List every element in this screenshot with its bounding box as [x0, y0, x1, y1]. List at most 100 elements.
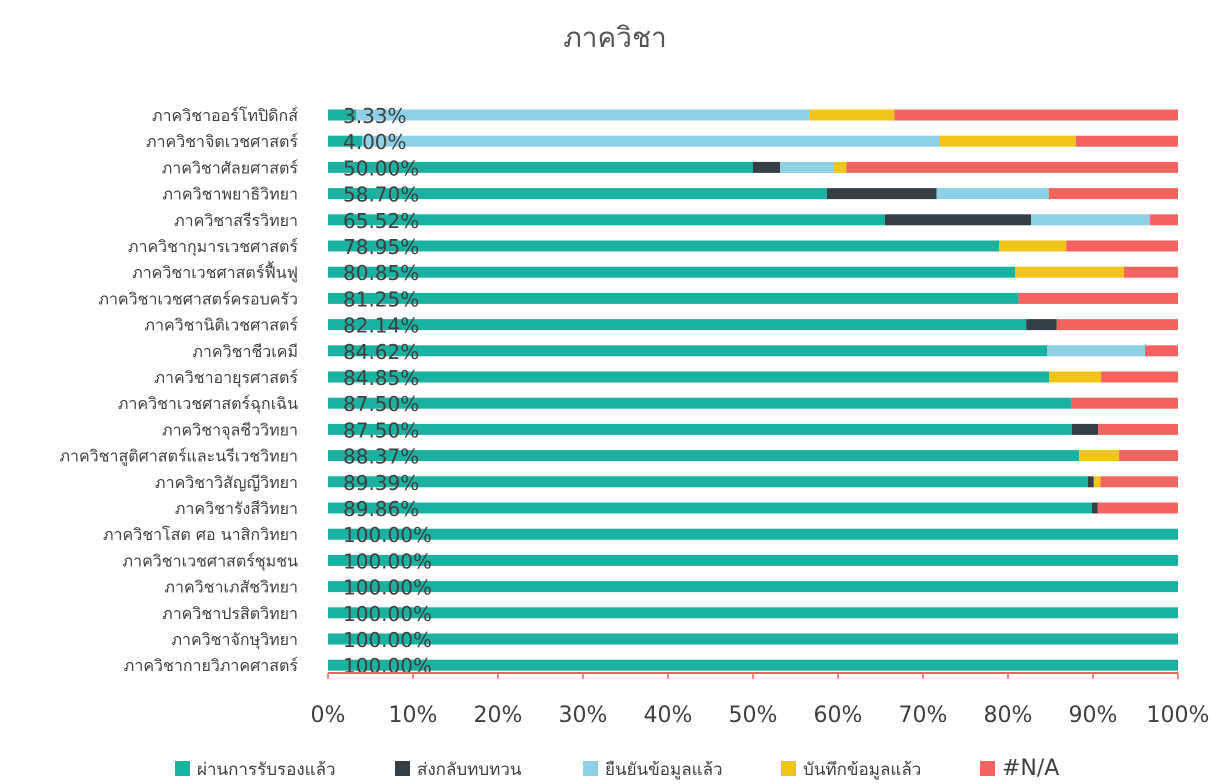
category-label: ภาควิชาวิสัญญีวิทยา: [155, 473, 298, 492]
bar-segment: [940, 135, 1076, 147]
bar-segment: [1101, 371, 1178, 383]
bar-segment: [328, 135, 362, 147]
bar-segment: [328, 214, 885, 226]
bar-segment: [362, 135, 940, 147]
bar-segment: [1071, 423, 1099, 435]
x-tick-label: 40%: [644, 703, 693, 728]
bar-segment: [328, 659, 1178, 671]
legend-swatch: [583, 761, 598, 776]
bar-segment: [328, 240, 1000, 252]
bar-segment: [328, 423, 1072, 435]
bar-segment: [999, 240, 1067, 252]
bar-segment: [1098, 423, 1178, 435]
bar-segment: [328, 397, 1072, 409]
category-label: ภาควิชาเภสัชวิทยา: [164, 578, 298, 597]
category-label: ภาควิชาโสต ศอ นาสิกวิทยา: [103, 525, 298, 544]
bar-segment: [328, 528, 1178, 540]
bar-segment: [1026, 319, 1057, 331]
legend-label: บันทึกข้อมูลแล้ว: [803, 760, 921, 780]
data-label: 100.00%: [343, 628, 432, 652]
data-label: 89.86%: [343, 497, 419, 521]
chart-title: ภาควิชา: [563, 21, 666, 54]
data-label: 100.00%: [343, 654, 432, 678]
bar-segment: [753, 161, 781, 173]
data-label: 4.00%: [343, 130, 407, 154]
bar-segment: [328, 266, 1016, 278]
bar-segment: [328, 502, 1092, 514]
category-label: ภาควิชาจิตเวชศาสตร์: [146, 132, 298, 151]
category-labels-group: ภาควิชาออร์โทปิดิกส์ภาควิชาจิตเวชศาสตร์ภ…: [59, 106, 298, 675]
category-label: ภาควิชาเวชศาสตร์ฟื้นฟู: [132, 261, 298, 283]
data-label: 100.00%: [343, 549, 432, 573]
bar-segment: [1076, 135, 1178, 147]
bar-segment: [328, 109, 357, 121]
bar-segment: [328, 292, 1019, 304]
bar-segment: [328, 345, 1048, 357]
data-label: 87.50%: [343, 392, 419, 416]
bar-segment: [328, 371, 1050, 383]
category-label: ภาควิชาปรสิตวิทยา: [162, 604, 298, 623]
bar-segment: [833, 161, 847, 173]
category-label: ภาควิชากุมารเวชศาสตร์: [128, 237, 298, 257]
category-label: ภาควิชาเวชศาสตร์ชุมชน: [123, 551, 299, 571]
category-label: ภาควิชาพยาธิวิทยา: [162, 185, 298, 204]
bar-segment: [1145, 345, 1178, 357]
category-label: ภาควิชาเวชศาสตร์ครอบครัว: [98, 289, 298, 308]
bar-segment: [328, 161, 753, 173]
x-tick-label: 0%: [311, 703, 346, 728]
bar-segment: [328, 450, 1080, 462]
bar-segment: [328, 554, 1178, 566]
bar-segment: [1031, 214, 1151, 226]
category-label: ภาควิชาศัลยศาสตร์: [162, 158, 299, 177]
bar-segment: [1047, 345, 1146, 357]
bar-segment: [846, 161, 1178, 173]
category-label: ภาควิชาออร์โทปิดิกส์: [152, 106, 298, 125]
bar-segment: [1124, 266, 1178, 278]
bar-segment: [936, 188, 1049, 200]
bar-segment: [1150, 214, 1178, 226]
data-label: 100.00%: [343, 523, 432, 547]
bar-segment: [328, 188, 827, 200]
x-tick-label: 80%: [984, 703, 1033, 728]
category-label: ภาควิชารังสีวิทยา: [175, 499, 298, 518]
data-label: 82.14%: [343, 314, 419, 338]
bar-segment: [328, 319, 1027, 331]
data-label: 84.85%: [343, 366, 419, 390]
data-label: 65.52%: [343, 209, 419, 233]
bar-segment: [1056, 319, 1178, 331]
category-label: ภาควิชาเวชศาสตร์ฉุกเฉิน: [118, 394, 298, 414]
data-labels-group: 3.33%4.00%50.00% 58.70%65.52%78.95%80.85%…: [343, 104, 432, 678]
legend-swatch: [980, 761, 995, 776]
legend-swatch: [175, 761, 190, 776]
bar-segment: [1048, 188, 1178, 200]
legend: ผ่านการรับรองแล้ว ส่งกลับทบทวน ยืนยันข้อมู…: [175, 756, 1059, 781]
x-tick-label: 30%: [559, 703, 608, 728]
bar-segment: [809, 109, 895, 121]
x-tick-label: 20%: [474, 703, 523, 728]
data-label: 88.37%: [343, 445, 419, 469]
data-label: 81.25%: [343, 287, 419, 311]
bar-segment: [1018, 292, 1178, 304]
bar-segment: [328, 633, 1178, 645]
data-label: 3.33%: [343, 104, 407, 128]
legend-label: ยืนยันข้อมูลแล้ว: [605, 760, 723, 780]
bar-segment: [1097, 502, 1178, 514]
data-label: 80.85%: [343, 261, 419, 285]
bar-segment: [1049, 371, 1102, 383]
legend-label: #N/A: [1002, 756, 1059, 781]
x-axis: 0% 10% 20% 30% 40% 50% 60% 70% 80% 90% 100%: [311, 672, 1209, 728]
x-tick-label: 60%: [814, 703, 863, 728]
bar-segment: [780, 161, 834, 173]
bars-group: [328, 109, 1178, 671]
bar-segment: [1015, 266, 1125, 278]
bar-segment: [1066, 240, 1178, 252]
legend-label: ส่งกลับทบทวน: [417, 760, 522, 780]
category-label: ภาควิชาจุลชีววิทยา: [162, 420, 298, 440]
category-label: ภาควิชาชีวเคมี: [192, 342, 298, 361]
bar-segment: [1119, 450, 1178, 462]
x-tick-label: 90%: [1069, 703, 1118, 728]
category-label: ภาควิชาสรีรวิทยา: [174, 211, 298, 230]
category-label: ภาควิชานิติเวชศาสตร์: [144, 316, 298, 335]
bar-segment: [328, 476, 1088, 488]
